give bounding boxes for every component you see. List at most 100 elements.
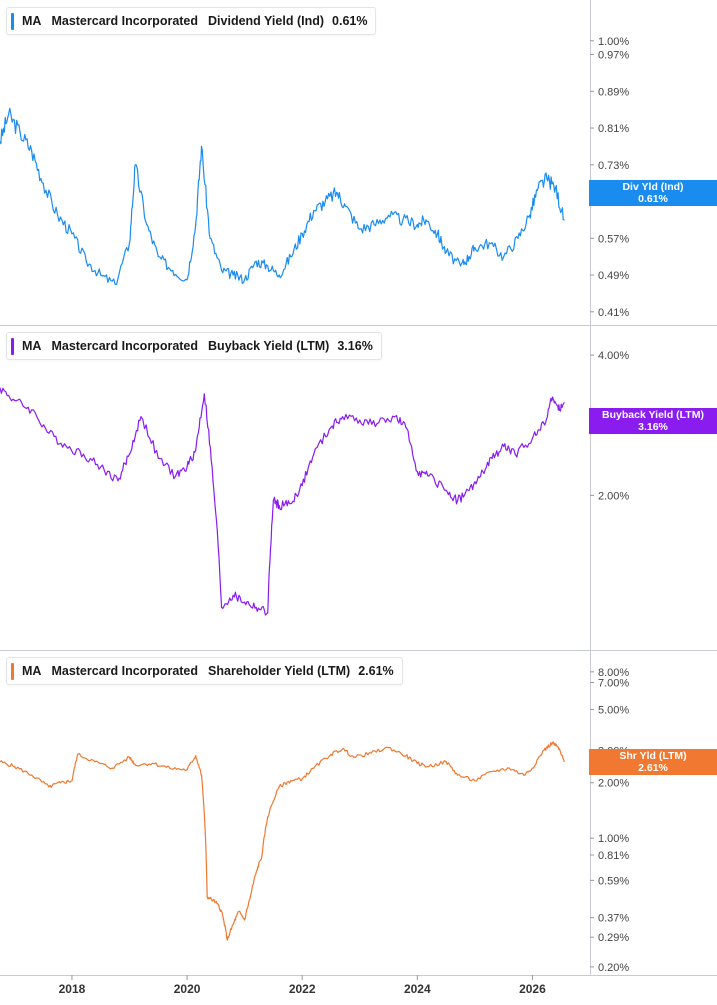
series-line-1 bbox=[0, 387, 565, 616]
data-point bbox=[31, 150, 33, 152]
data-point bbox=[111, 767, 113, 769]
data-point bbox=[330, 426, 332, 428]
data-point bbox=[195, 223, 197, 226]
legend-ticker: MA bbox=[22, 14, 42, 28]
data-point bbox=[244, 919, 246, 921]
data-point bbox=[387, 747, 390, 749]
data-point bbox=[56, 214, 59, 216]
data-point bbox=[528, 214, 531, 216]
tag-label: Buyback Yield (LTM) bbox=[602, 409, 704, 421]
y-tick-label: 2.00% bbox=[598, 778, 629, 790]
legend-dividend-yield[interactable]: MA Mastercard Incorporated Dividend Yiel… bbox=[6, 7, 377, 35]
y-tick-label: 7.00% bbox=[598, 678, 629, 690]
data-point bbox=[206, 896, 208, 898]
data-point bbox=[457, 774, 459, 776]
legend-company: Mastercard Incorporated bbox=[51, 339, 199, 353]
y-tick-label: 0.37% bbox=[598, 913, 629, 925]
x-tick-label: 2022 bbox=[289, 982, 316, 996]
data-point bbox=[416, 762, 418, 764]
tag-label: Div Yld (Ind) bbox=[622, 181, 684, 193]
data-point bbox=[457, 499, 459, 502]
data-point bbox=[169, 767, 171, 769]
x-tick-label: 2024 bbox=[404, 982, 431, 996]
data-point bbox=[203, 393, 205, 395]
x-tick-label: 2020 bbox=[174, 982, 201, 996]
data-point bbox=[290, 256, 292, 258]
data-point bbox=[324, 200, 326, 203]
data-point bbox=[174, 475, 177, 477]
data-point bbox=[186, 279, 188, 281]
legend-metric: Buyback Yield (LTM) bbox=[208, 339, 330, 353]
data-point bbox=[313, 210, 315, 212]
data-point bbox=[212, 480, 214, 482]
data-point bbox=[82, 453, 85, 455]
data-point bbox=[503, 256, 505, 258]
y-tick-label: 0.81% bbox=[598, 850, 629, 862]
data-point bbox=[543, 749, 545, 751]
data-point bbox=[428, 765, 430, 768]
y-tick-label: 0.97% bbox=[598, 50, 629, 62]
data-point bbox=[157, 457, 159, 460]
legend-metric: Shareholder Yield (LTM) bbox=[208, 664, 351, 678]
y-tick-label: 0.73% bbox=[598, 160, 629, 172]
data-point bbox=[546, 177, 548, 180]
data-point bbox=[405, 755, 407, 757]
data-point bbox=[128, 242, 131, 244]
data-point bbox=[249, 896, 251, 898]
legend-shareholder-yield[interactable]: MA Mastercard Incorporated Shareholder Y… bbox=[6, 657, 403, 685]
series-color-swatch bbox=[11, 12, 14, 30]
data-point bbox=[94, 761, 96, 763]
data-point bbox=[480, 475, 482, 477]
y-tick-label: 0.89% bbox=[598, 86, 629, 98]
legend-buyback-yield[interactable]: MA Mastercard Incorporated Buyback Yield… bbox=[6, 332, 382, 360]
data-point bbox=[8, 113, 10, 115]
y-tick-label: 0.49% bbox=[598, 270, 629, 282]
data-point bbox=[267, 265, 269, 267]
data-point bbox=[221, 606, 223, 608]
data-point bbox=[557, 409, 559, 411]
data-point bbox=[244, 601, 246, 603]
data-point bbox=[0, 141, 1, 143]
data-point bbox=[508, 767, 511, 769]
data-point bbox=[359, 228, 361, 230]
data-point bbox=[209, 237, 211, 239]
data-point bbox=[517, 237, 519, 239]
data-point bbox=[65, 445, 67, 447]
y-tick-label: 0.81% bbox=[598, 123, 629, 135]
data-point bbox=[186, 466, 188, 468]
data-point bbox=[313, 767, 315, 769]
data-point bbox=[238, 910, 240, 913]
data-point bbox=[114, 283, 116, 285]
data-point bbox=[100, 466, 102, 468]
y-tick-label: 1.00% bbox=[598, 36, 629, 48]
data-point bbox=[13, 765, 15, 768]
data-point bbox=[195, 449, 197, 451]
data-point bbox=[563, 219, 565, 221]
x-tick-label: 2018 bbox=[59, 982, 86, 996]
data-point bbox=[134, 164, 136, 166]
data-point bbox=[48, 432, 50, 434]
data-point bbox=[563, 402, 565, 404]
data-point bbox=[0, 761, 1, 763]
data-point bbox=[344, 205, 346, 207]
data-point bbox=[140, 416, 142, 418]
data-point bbox=[272, 499, 275, 502]
y-tick-label: 1.00% bbox=[598, 833, 629, 845]
data-point bbox=[172, 269, 174, 272]
data-point bbox=[468, 489, 470, 491]
legend-ticker: MA bbox=[22, 664, 42, 678]
tag-value: 0.61% bbox=[638, 193, 668, 205]
tag-label: Shr Yld (LTM) bbox=[619, 750, 687, 762]
series-line-0 bbox=[0, 107, 565, 285]
data-point bbox=[341, 416, 344, 418]
data-point bbox=[31, 774, 33, 776]
data-point bbox=[19, 132, 21, 134]
data-point bbox=[537, 187, 539, 189]
data-point bbox=[387, 214, 390, 216]
data-point bbox=[290, 780, 292, 782]
data-point bbox=[336, 191, 338, 193]
data-point bbox=[134, 764, 136, 766]
series-line-2 bbox=[0, 741, 565, 941]
data-point bbox=[31, 409, 33, 411]
y-tick-label: 0.59% bbox=[598, 875, 629, 887]
